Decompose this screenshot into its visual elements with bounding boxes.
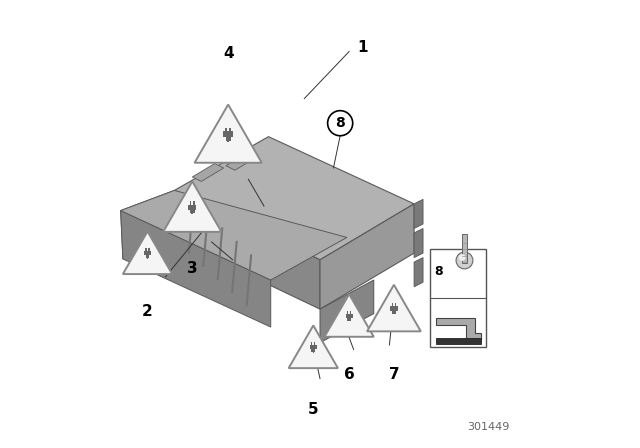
Polygon shape (121, 211, 271, 327)
Polygon shape (226, 152, 257, 170)
Polygon shape (174, 137, 414, 260)
Text: 6: 6 (344, 366, 355, 382)
Bar (190, 210, 195, 213)
Text: 4: 4 (223, 46, 234, 61)
Polygon shape (367, 285, 421, 332)
Polygon shape (123, 231, 172, 274)
Bar (347, 311, 348, 314)
Bar (314, 342, 316, 345)
Bar (312, 352, 314, 353)
Bar (191, 212, 193, 214)
Text: 7: 7 (388, 366, 399, 382)
Bar (225, 128, 227, 132)
Bar (348, 318, 351, 321)
Text: 301449: 301449 (467, 422, 509, 432)
Polygon shape (320, 280, 374, 343)
Bar (193, 202, 195, 205)
Polygon shape (121, 190, 174, 259)
Bar (188, 205, 196, 210)
Polygon shape (414, 199, 423, 228)
Bar (350, 311, 351, 314)
Polygon shape (289, 325, 338, 368)
Circle shape (459, 254, 466, 261)
Circle shape (456, 252, 473, 269)
Bar (146, 255, 149, 258)
Bar (390, 306, 397, 311)
Bar (395, 303, 396, 306)
Polygon shape (324, 294, 374, 337)
Text: 5: 5 (308, 402, 319, 418)
Polygon shape (414, 228, 423, 258)
Text: 8: 8 (435, 265, 443, 278)
Bar (227, 141, 229, 142)
Text: 2: 2 (142, 304, 153, 319)
Bar (312, 349, 315, 352)
Text: 8: 8 (335, 116, 345, 130)
Bar (392, 311, 396, 314)
Bar (223, 131, 233, 137)
Bar (230, 128, 231, 132)
Polygon shape (320, 204, 414, 309)
Text: 1: 1 (357, 39, 368, 55)
Bar (311, 342, 312, 345)
Text: 3: 3 (187, 261, 198, 276)
Bar (436, 337, 481, 344)
Bar (310, 345, 317, 349)
Bar (348, 320, 350, 321)
Bar (225, 137, 231, 141)
Polygon shape (121, 190, 347, 280)
Bar (145, 248, 147, 251)
Polygon shape (174, 190, 320, 309)
Bar (461, 234, 467, 263)
Bar (346, 314, 353, 318)
Bar (144, 251, 151, 255)
Polygon shape (163, 181, 221, 232)
Bar (190, 202, 191, 205)
Polygon shape (436, 318, 481, 340)
Circle shape (328, 111, 353, 136)
Bar (148, 248, 150, 251)
Bar (392, 303, 393, 306)
Polygon shape (414, 258, 423, 287)
Polygon shape (195, 104, 262, 163)
Polygon shape (192, 164, 224, 181)
FancyBboxPatch shape (430, 249, 486, 347)
